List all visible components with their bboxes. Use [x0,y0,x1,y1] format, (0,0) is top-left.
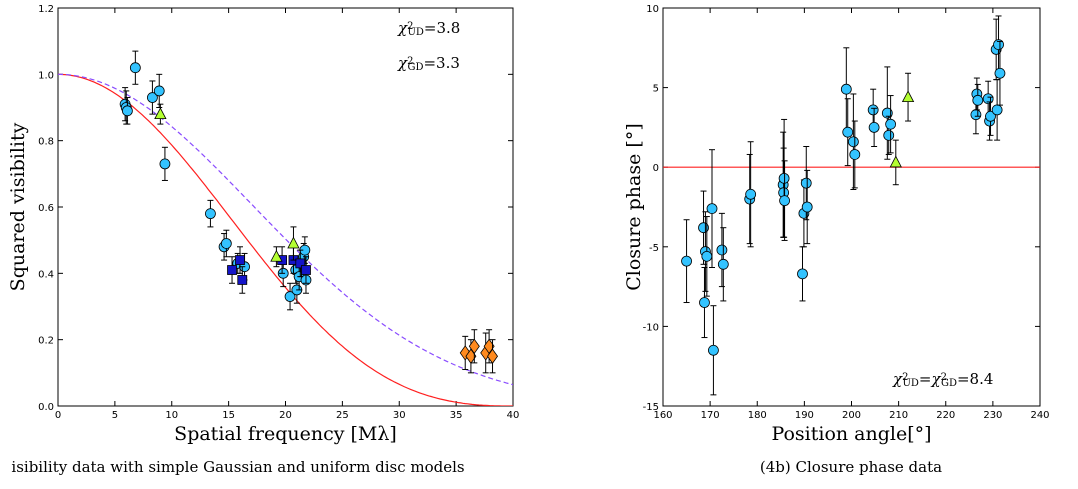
data-point-triangle [287,236,300,249]
data-series [681,15,1006,396]
x-tick-label: 160 [653,410,672,421]
data-point-circle [701,250,713,262]
data-point-circle [991,104,1003,116]
data-point-circle [159,158,171,170]
x-tick-label: 35 [450,410,463,421]
x-tick-label: 25 [336,410,349,421]
closure-phase-chart: 160 170 180 190 200 210 220 230 240 -15 -10 -5 0 5 10 P… [623,4,1050,476]
x-axis-label: Position angle[°] [771,423,931,445]
x-tick-label: 20 [279,410,292,421]
data-point-circle [881,107,893,119]
x-tick-label: 200 [842,410,861,421]
data-point-circle [797,268,808,280]
x-axis-label: Spatial frequency [Mλ] [174,423,397,445]
data-point-circle [716,244,728,256]
y-tick-label: 0.0 [38,402,54,413]
data-point-square [295,258,306,269]
data-point-circle [205,208,216,220]
data-point-circle [153,85,165,97]
data-point-circle [284,291,296,302]
data-point-circle [849,149,861,160]
data-point-circle [779,195,790,207]
y-tick-label: 5 [653,84,659,95]
data-point-circle [745,188,757,200]
y-axis-label: Closure phase [°] [623,123,645,291]
data-point-circle [994,67,1006,79]
data-point-circle [867,104,879,116]
data-series [889,72,915,186]
y-tick-label: 0 [653,163,659,174]
data-point-circle [699,297,710,308]
data-point-circle [129,62,141,74]
x-tick-label: 5 [112,410,118,421]
chi-square-annotation: χ2 UD=χ2 GD=8.4 [892,370,993,389]
x-tick-label: 210 [889,410,908,421]
data-series [154,103,300,268]
data-point-circle [972,94,984,106]
GD-model-curve [58,73,513,386]
data-series [227,246,311,294]
x-tick-label: 220 [936,410,955,421]
y-tick-label: 0.6 [38,203,54,214]
data-point-circle [801,201,813,213]
x-tick-label: 190 [795,410,814,421]
data-point-circle [985,110,996,122]
x-tick-label: 170 [701,410,720,421]
y-tick-label: -15 [643,402,659,413]
y-tick-label: 10 [646,4,659,15]
x-tick-label: 10 [165,410,178,421]
y-tick-label: 1.0 [38,70,54,81]
data-point-circle [708,344,719,356]
data-point-square [227,265,237,275]
plot-frame [662,7,1041,407]
data-point-circle [868,122,880,133]
data-point-circle [840,83,852,95]
data-point-circle [706,203,718,214]
data-point-circle [970,109,982,121]
data-point-circle [847,136,859,148]
data-point-circle [717,258,729,270]
data-point-circle [885,118,897,130]
data-point-circle [121,105,133,117]
data-point-square [301,265,311,275]
data-point-circle [800,177,812,189]
data-point-triangle [154,107,167,120]
data-point-square [237,275,248,285]
figure-caption: (4b) Closure phase data [760,458,942,476]
x-tick-label: 230 [983,410,1002,421]
x-tick-label: 0 [55,410,61,421]
data-point-circle [147,92,158,103]
x-tick-label: 30 [393,410,406,421]
y-tick-label: -10 [643,322,659,333]
data-point-triangle [901,90,915,103]
data-point-triangle [889,155,902,168]
data-point-circle [220,238,232,249]
chi-square-annotation: χ2 UD=3.8 [397,19,460,38]
y-axis-label: Squared visibility [7,122,29,291]
y-tick-label: 1.2 [38,4,54,15]
y-tick-label: -5 [649,243,659,254]
x-tick-label: 180 [748,410,767,421]
data-point-circle [681,255,692,267]
UD-model-curve [58,73,513,406]
data-series [459,329,499,374]
x-tick-label: 15 [222,410,235,421]
figure-caption: isibility data with simple Gaussian and … [11,458,464,476]
y-tick-label: 0.4 [38,269,54,280]
data-point-triangle [270,249,283,262]
data-point-circle [698,222,709,234]
data-point-circle [993,39,1004,51]
data-point-circle [842,126,854,138]
y-tick-label: 0.8 [38,137,54,148]
data-point-diamond [487,348,499,364]
x-tick-label: 240 [1030,410,1049,421]
data-point-square [235,255,245,265]
data-point-circle [883,129,895,141]
visibility-chart: 0 5 10 15 20 25 30 35 40 0.0 0.2 0.4 0.6 0.8 1.0 1.2 Spa… [7,4,519,476]
y-tick-label: 0.2 [38,336,54,347]
data-point-diamond [468,338,480,354]
x-tick-label: 40 [507,410,520,421]
chi-square-annotation: χ2 GD=3.3 [397,54,460,73]
